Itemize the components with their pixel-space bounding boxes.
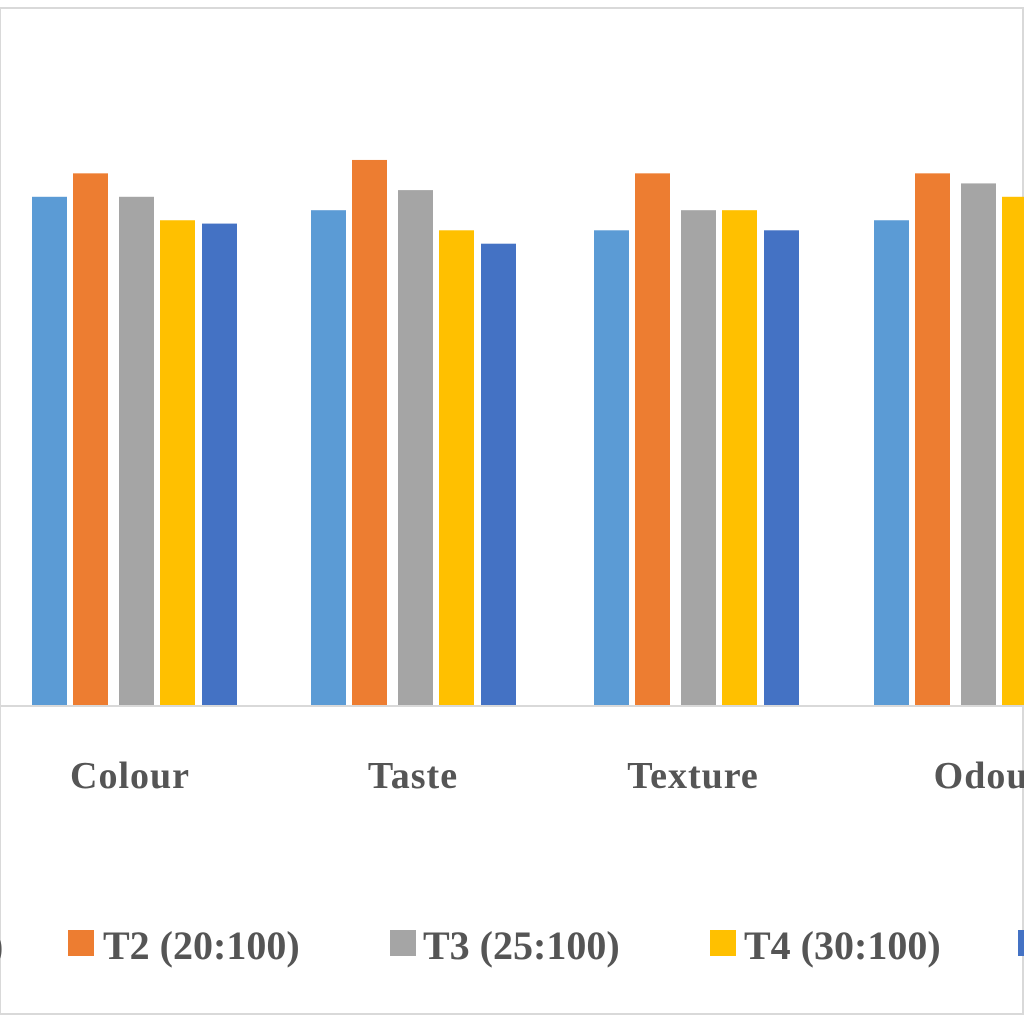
category-label-odour: Odour	[934, 755, 1024, 797]
legend-swatch-series-4	[710, 930, 736, 956]
bar-taste-series-4	[439, 230, 474, 707]
bar-colour-series-4	[160, 220, 195, 706]
legend-label-series-3: T3 (25:100)	[423, 923, 620, 968]
bar-texture-series-3	[681, 210, 716, 706]
bar-colour-series-2	[73, 173, 108, 707]
legend: T2 (20:100) T3 (25:100) T4 (30:100))	[0, 923, 1024, 968]
bar-texture-series-5	[764, 230, 799, 707]
legend-label-series-4: T4 (30:100)	[744, 923, 941, 968]
legend-label-series-1-fragment: )	[0, 923, 3, 968]
bar-colour-series-5	[202, 223, 237, 706]
bar-odour-series-3	[961, 183, 996, 706]
bar-taste-series-5	[481, 243, 516, 706]
bar-colour-series-3	[119, 196, 154, 707]
bar-taste-series-1	[311, 210, 346, 706]
bar-odour-series-4	[1002, 196, 1024, 707]
bars-layer	[32, 159, 1024, 707]
category-label-texture: Texture	[627, 755, 759, 797]
legend-swatch-series-5	[1018, 930, 1024, 956]
category-labels: Colour Taste Texture Odour	[70, 755, 1024, 797]
category-label-taste: Taste	[368, 755, 458, 797]
legend-swatch-series-3	[390, 930, 416, 956]
bar-taste-series-3	[398, 190, 433, 707]
bar-texture-series-2	[635, 173, 670, 707]
bar-odour-series-1	[874, 220, 909, 706]
category-label-colour: Colour	[70, 755, 190, 797]
bar-texture-series-1	[594, 230, 629, 707]
legend-label-series-2: T2 (20:100)	[103, 923, 300, 968]
bar-texture-series-4	[722, 210, 757, 706]
legend-swatch-series-2	[68, 930, 94, 956]
bar-colour-series-1	[32, 196, 67, 707]
bar-odour-series-2	[915, 173, 950, 707]
bar-taste-series-2	[352, 159, 387, 706]
